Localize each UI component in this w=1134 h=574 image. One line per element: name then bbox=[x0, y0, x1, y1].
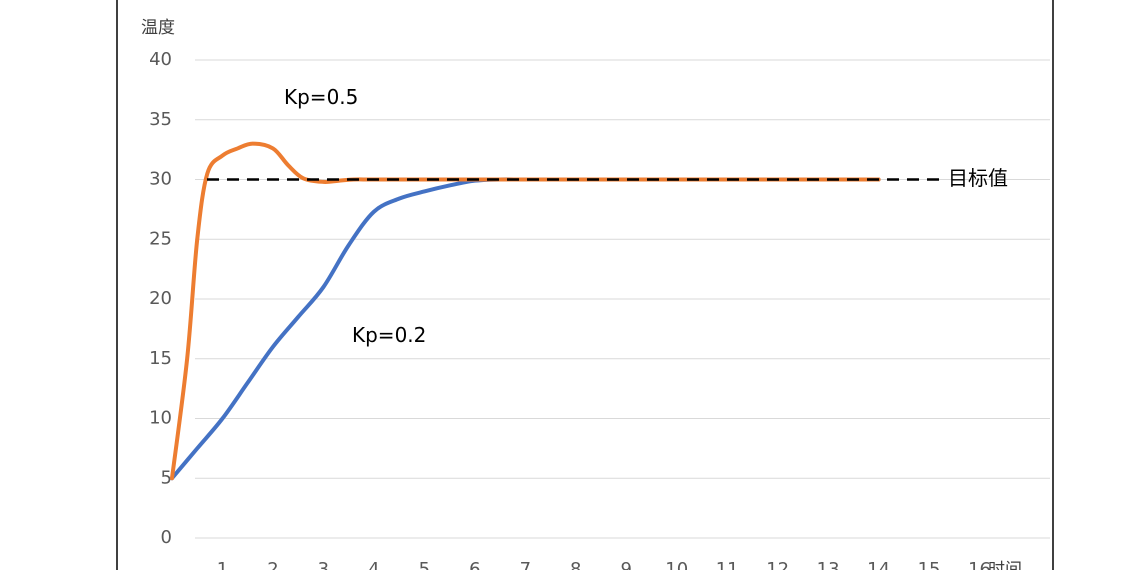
y-tick-label: 25 bbox=[149, 228, 172, 249]
grid-lines bbox=[195, 59, 1050, 539]
y-axis-label: 温度 bbox=[141, 18, 175, 38]
x-tick-label: 13 bbox=[817, 559, 840, 570]
y-tick-label: 20 bbox=[149, 288, 172, 309]
x-tick-label: 11 bbox=[716, 559, 739, 570]
x-tick-label: 15 bbox=[918, 559, 941, 570]
y-tick-label: 35 bbox=[149, 109, 172, 130]
y-tick-label: 30 bbox=[149, 169, 172, 190]
x-tick-label: 14 bbox=[867, 559, 890, 570]
y-tick-label: 40 bbox=[149, 49, 172, 70]
x-axis-label: 时间 bbox=[988, 560, 1022, 570]
y-tick-label: 15 bbox=[149, 348, 172, 369]
y-tick-label: 5 bbox=[161, 467, 172, 488]
annotation-kp-0-5: Kp=0.5 bbox=[284, 85, 358, 109]
x-tick-label: 5 bbox=[419, 559, 430, 570]
target-label: 目标值 bbox=[948, 166, 1008, 190]
x-tick-label: 7 bbox=[520, 559, 531, 570]
x-tick-label: 8 bbox=[570, 559, 581, 570]
y-tick-label: 0 bbox=[161, 527, 172, 548]
x-tick-label: 3 bbox=[318, 559, 329, 570]
x-tick-label: 6 bbox=[469, 559, 480, 570]
series-lines bbox=[170, 141, 881, 481]
y-tick-label: 10 bbox=[149, 408, 172, 429]
x-tick-label: 2 bbox=[267, 559, 278, 570]
x-tick-label: 1 bbox=[217, 559, 228, 570]
x-tick-label: 12 bbox=[766, 559, 789, 570]
x-tick-label: 9 bbox=[621, 559, 632, 570]
x-tick-label: 4 bbox=[368, 559, 379, 570]
annotation-kp-0-2: Kp=0.2 bbox=[352, 323, 426, 347]
series-line-kp-0-5 bbox=[170, 141, 881, 481]
series-line-kp-0-2 bbox=[170, 177, 881, 481]
x-tick-label: 10 bbox=[665, 559, 688, 570]
